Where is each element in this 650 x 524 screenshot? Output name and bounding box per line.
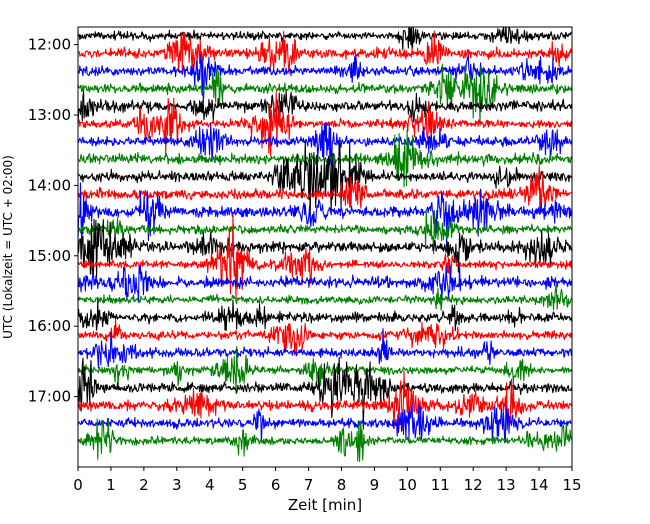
seismogram-trace: [78, 213, 572, 300]
seismogram-trace: [78, 129, 572, 188]
seismogram-trace: [78, 141, 572, 223]
trace-layer: [78, 27, 572, 462]
x-tick-label: 3: [172, 476, 182, 494]
seismogram-trace: [78, 30, 572, 75]
x-tick-label: 10: [398, 476, 417, 494]
x-axis-label: Zeit [min]: [288, 496, 362, 514]
x-axis: 0 1 2 3 4 5 6 7 8 9 10 11 12 13 14 15: [73, 467, 582, 494]
seismogram-trace: [78, 357, 572, 430]
x-tick-label: 5: [238, 476, 248, 494]
seismogram-trace: [78, 182, 572, 248]
y-tick-label: 12:00: [28, 36, 71, 54]
seismogram-trace: [78, 319, 572, 356]
seismogram-trace: [78, 165, 572, 214]
seismogram-trace: [78, 328, 572, 369]
plot-frame: [77, 26, 573, 468]
x-tick-label: 8: [337, 476, 347, 494]
seismogram-trace: [78, 370, 572, 431]
seismogram-trace: [78, 218, 572, 279]
x-tick-label: 4: [205, 476, 215, 494]
x-tick-label: 7: [304, 476, 314, 494]
seismogram-trace: [78, 54, 572, 104]
x-tick-label: 14: [530, 476, 549, 494]
seismogram-trace: [78, 121, 572, 166]
y-tick-label: 15:00: [28, 247, 71, 265]
y-axis: 12:00 13:00 14:00 15:00 16:00 17:00: [28, 36, 78, 406]
x-tick-label: 13: [497, 476, 516, 494]
seismogram-trace: [78, 299, 572, 332]
seismogram-trace: [78, 285, 572, 311]
seismogram-trace: [78, 210, 572, 255]
x-tick-label: 11: [431, 476, 450, 494]
x-tick-label: 2: [139, 476, 149, 494]
x-tick-label: 1: [106, 476, 116, 494]
seismogram-trace: [78, 89, 572, 126]
x-tick-label: 6: [271, 476, 281, 494]
seismogram-trace: [78, 63, 572, 127]
seismogram-trace: [78, 402, 572, 444]
x-tick-label: 0: [73, 476, 83, 494]
seismogram-trace: [78, 263, 572, 303]
seismogram-trace: [78, 418, 572, 462]
seismogram-trace: [78, 27, 572, 51]
y-tick-label: 17:00: [28, 388, 71, 406]
y-tick-label: 14:00: [28, 176, 71, 194]
y-tick-label: 13:00: [28, 106, 71, 124]
y-axis-label: UTC (Lokalzeit = UTC + 02:00): [1, 155, 15, 339]
y-tick-label: 16:00: [28, 317, 71, 335]
x-tick-label: 9: [370, 476, 380, 494]
x-tick-label: 12: [464, 476, 483, 494]
x-tick-label: 15: [562, 476, 581, 494]
